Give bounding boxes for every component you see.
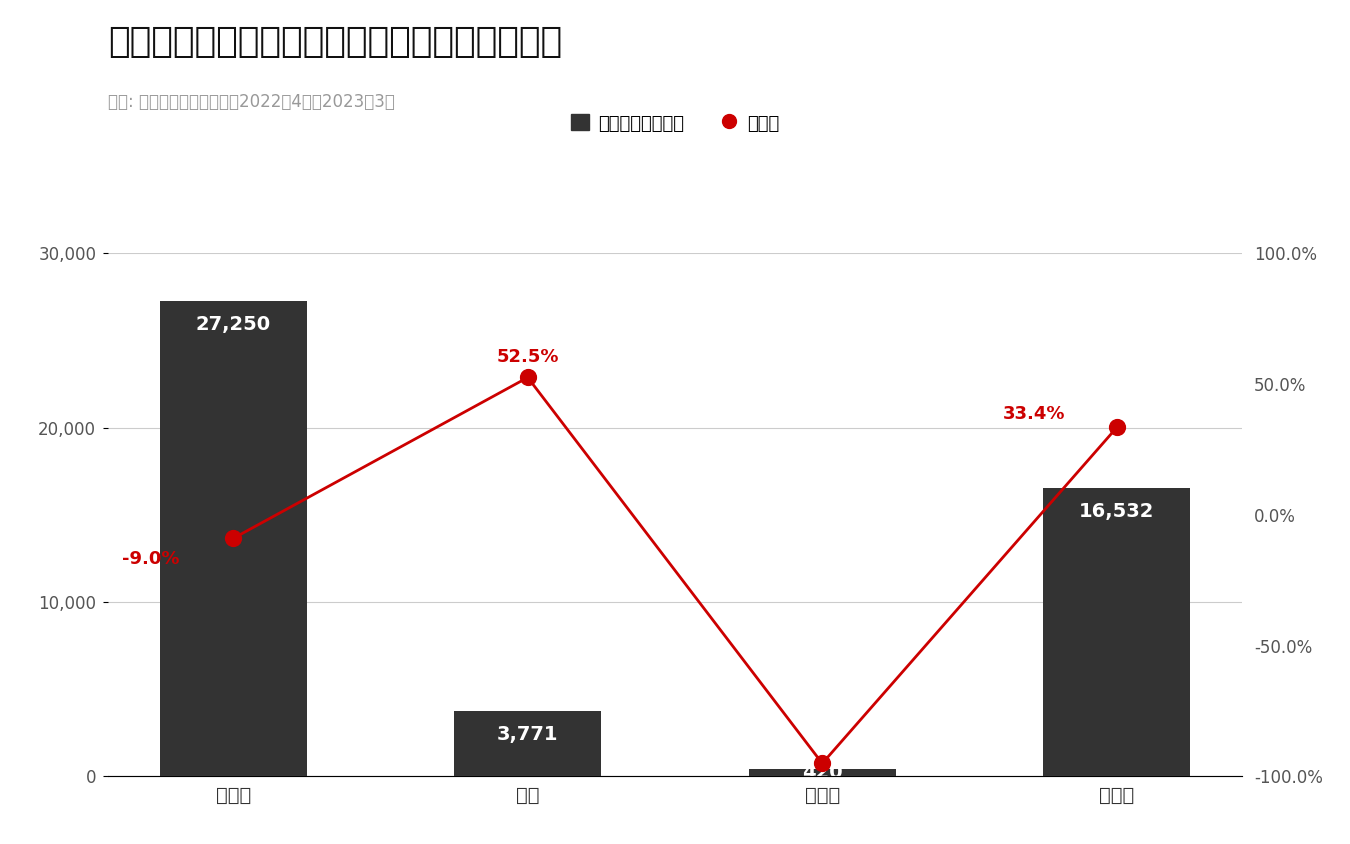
Point: [1106, 420, 1127, 434]
Text: 3,771: 3,771: [497, 725, 559, 744]
Text: 420: 420: [802, 763, 842, 782]
Text: -9.0%: -9.0%: [122, 550, 180, 568]
Bar: [1044, 488, 1191, 776]
Text: 出典: 各社決算資料。期間は2022年4月～2023年3月: 出典: 各社決算資料。期間は2022年4月～2023年3月: [108, 93, 394, 111]
Point: [517, 371, 539, 384]
Legend: 営業利益（億円）, 成長率: 営業利益（億円）, 成長率: [562, 106, 788, 142]
Text: 33.4%: 33.4%: [1003, 405, 1065, 424]
Text: 52.5%: 52.5%: [497, 348, 559, 365]
Text: 16,532: 16,532: [1079, 502, 1154, 521]
Point: [811, 757, 833, 771]
Bar: [159, 301, 306, 776]
Bar: [749, 769, 896, 776]
Text: 自動車メーカー各社の営業利益と前年比成長率: 自動車メーカー各社の営業利益と前年比成長率: [108, 25, 562, 59]
Bar: [454, 711, 601, 776]
Text: 27,250: 27,250: [196, 315, 271, 334]
Point: [223, 532, 244, 545]
